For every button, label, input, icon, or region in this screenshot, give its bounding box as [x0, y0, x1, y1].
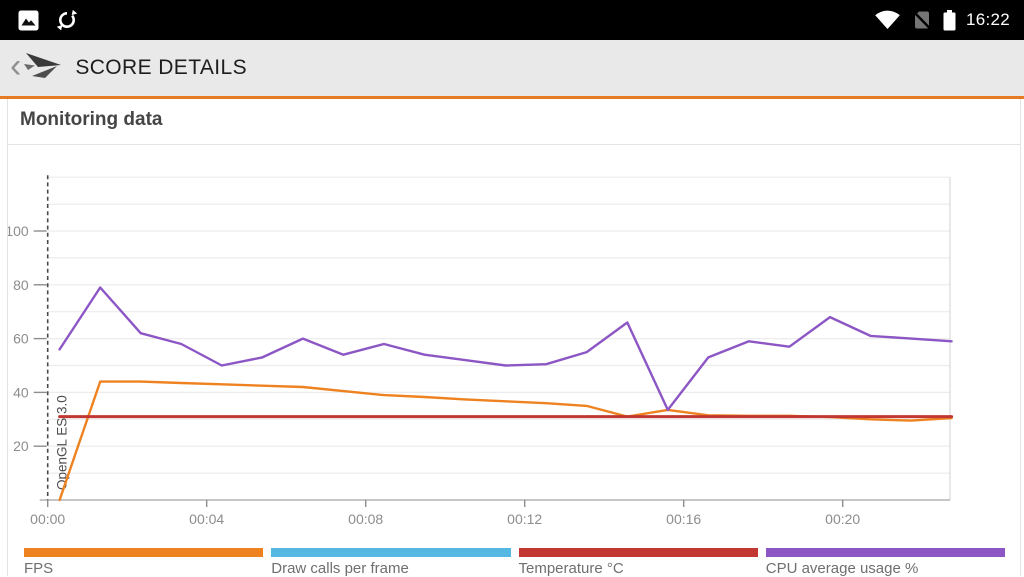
- x-tick-label: 00:12: [507, 511, 542, 527]
- sync-icon: [56, 9, 78, 31]
- section-divider: [8, 144, 1020, 145]
- chart-canvas: 20 40 60 80 100 00:00 00:04 00:08 00:12 00:16 00:2…: [8, 175, 954, 527]
- y-tick-label: 100: [8, 223, 29, 239]
- back-button[interactable]: ‹: [10, 47, 22, 85]
- image-notification-icon: [18, 10, 39, 30]
- chart-legend: FPS Draw calls per frame Temperature °C CPU…: [24, 548, 1005, 577]
- header: ‹ SCORE DETAILS: [0, 40, 1024, 96]
- monitoring-chart: 20 40 60 80 100 00:00 00:04 00:08 00:12 00:16 00:2…: [8, 150, 1016, 542]
- status-bar: 16:22: [0, 0, 1024, 40]
- orange-divider: [0, 96, 1024, 99]
- x-tick-label: 00:16: [666, 511, 701, 527]
- legend-label: Temperature °C: [518, 560, 624, 577]
- status-bar-right: 16:22: [874, 9, 1010, 31]
- y-tick-label: 60: [13, 331, 29, 347]
- x-tick-label: 00:08: [348, 511, 383, 527]
- legend-item-draw-calls-per-frame: Draw calls per frame: [271, 548, 511, 577]
- legend-color-bar: [518, 548, 758, 557]
- x-tick-label: 00:04: [189, 511, 224, 527]
- legend-item-fps: FPS: [24, 548, 264, 577]
- clock: 16:22: [965, 10, 1010, 29]
- legend-color-bar: [271, 548, 511, 557]
- legend-item-cpu-average-usage-: CPU average usage %: [765, 548, 1005, 577]
- legend-label: Draw calls per frame: [271, 560, 409, 577]
- series-line-cpu-average-usage-: [58, 286, 953, 412]
- page-title: SCORE DETAILS: [75, 56, 248, 79]
- legend-color-bar: [765, 548, 1005, 557]
- opengl-marker-label: OpenGL ES 3.0: [55, 395, 70, 490]
- x-tick-label: 00:20: [825, 511, 860, 527]
- 3dmark-logo-icon: [24, 53, 62, 78]
- battery-icon: [943, 9, 956, 30]
- y-tick-label: 20: [13, 438, 29, 454]
- x-tick-label: 00:00: [30, 511, 65, 527]
- no-sim-icon: [913, 11, 931, 30]
- content-card: Monitoring data: [7, 99, 1021, 576]
- y-tick-label: 80: [13, 277, 29, 293]
- wifi-icon: [875, 10, 900, 29]
- legend-label: FPS: [24, 560, 54, 577]
- section-title: Monitoring data: [20, 109, 163, 130]
- legend-color-bar: [24, 548, 264, 557]
- status-bar-left: [18, 8, 79, 32]
- legend-label: CPU average usage %: [765, 560, 919, 577]
- y-tick-label: 40: [13, 384, 29, 400]
- series-line-fps: [58, 380, 953, 502]
- legend-item-temperature-c: Temperature °C: [518, 548, 758, 577]
